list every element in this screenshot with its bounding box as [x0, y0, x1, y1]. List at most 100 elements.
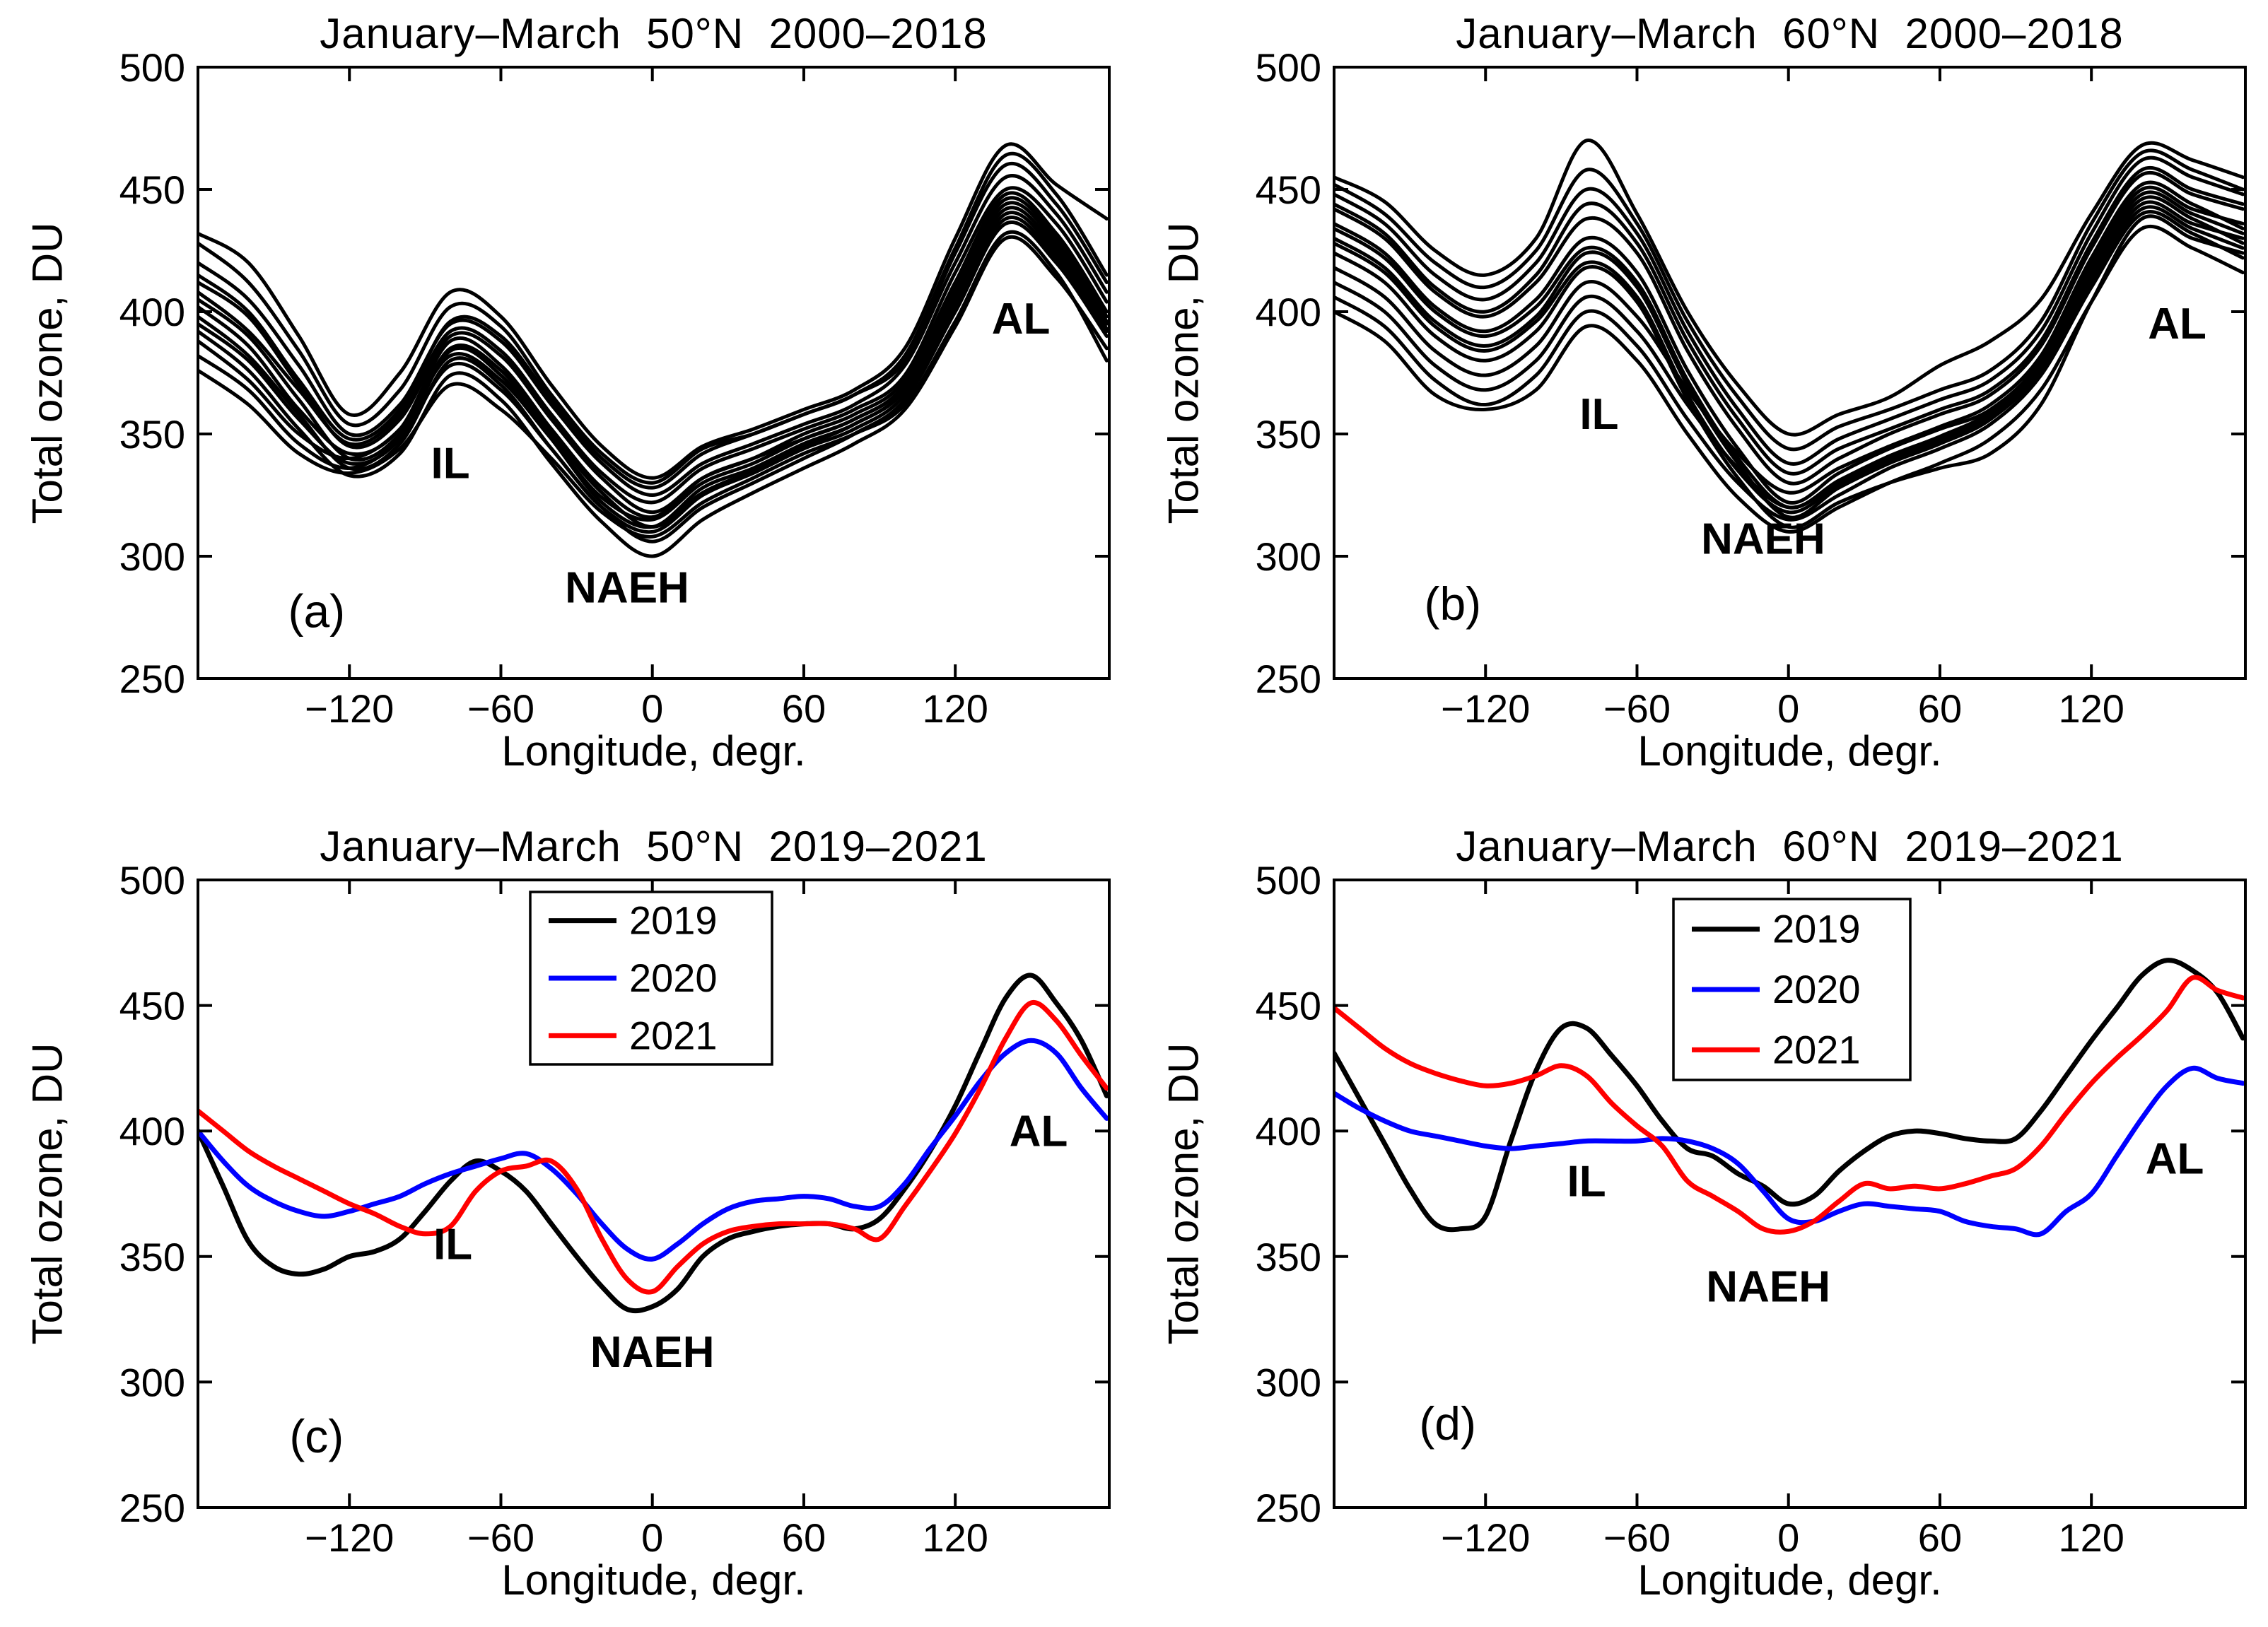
panel-a-letter: (a) [288, 585, 345, 637]
panel-c-group: IL NAEH AL (c) −120 −60 0 60 120 250 300 350 400 450 5… [119, 858, 1111, 1560]
series-2019-line [1334, 958, 2245, 1233]
x-tick-label: −120 [305, 1515, 394, 1560]
x-tick-label: −60 [1603, 686, 1671, 731]
series-a-member-10-line [198, 161, 1109, 490]
series-a-member-2-line [198, 191, 1109, 515]
series-b-member-6-line [1334, 180, 2245, 495]
y-tick-label: 400 [119, 1109, 185, 1153]
panel-d-title: January–March 60°N 2019–2021 [1456, 823, 2124, 870]
panel-d-curves [1334, 958, 2245, 1238]
y-tick-label: 300 [119, 534, 185, 579]
annotation-il: IL [431, 439, 470, 488]
series-b-member-2-line [1334, 170, 2245, 486]
series-b-member-12-line [1334, 166, 2245, 476]
series-a-member-5-line [198, 235, 1109, 558]
series-a-member-13-line [198, 151, 1109, 485]
x-tick-label: 0 [641, 686, 663, 731]
y-tick-label: 500 [1256, 858, 1321, 903]
series-2020-line [198, 1038, 1109, 1262]
legend-label-2021: 2021 [1772, 1027, 1861, 1071]
y-tick-label: 450 [1256, 984, 1321, 1028]
y-tick-label: 250 [119, 1486, 185, 1530]
legend-label-2020: 2020 [629, 956, 718, 1000]
x-tick-label: −60 [1603, 1515, 1671, 1560]
y-tick-label: 300 [1256, 534, 1321, 579]
series-b-member-4-line [1334, 200, 2245, 519]
panel-a-group: IL NAEH AL (a) −120 −60 0 60 120 250 300 350 400 450 5… [119, 45, 1111, 731]
legend-label-2019: 2019 [1772, 907, 1861, 951]
series-b-member-13-line [1334, 190, 2245, 510]
x-tick-label: −60 [467, 1515, 534, 1560]
annotation-al: AL [992, 295, 1051, 343]
x-tick-label: 0 [641, 1515, 663, 1560]
y-tick-label: 450 [119, 168, 185, 212]
y-tick-label: 350 [119, 1235, 185, 1279]
y-tick-label: 350 [119, 412, 185, 457]
x-tick-label: −60 [467, 686, 534, 731]
legend-label-2021: 2021 [629, 1013, 718, 1057]
panel-c-title: January–March 50°N 2019–2021 [320, 823, 988, 870]
annotation-il: IL [1567, 1158, 1606, 1206]
y-tick-label: 300 [1256, 1360, 1321, 1404]
series-b-member-10-line [1334, 148, 2245, 452]
y-tick-label: 250 [119, 657, 185, 701]
series-2021-line [1334, 975, 2245, 1235]
x-tick-label: 120 [2058, 1515, 2124, 1560]
x-tick-label: 0 [1777, 686, 1799, 731]
y-tick-label: 400 [1256, 290, 1321, 334]
y-tick-label: 400 [119, 290, 185, 334]
series-b-member-0-line [1334, 139, 2245, 437]
panel-b-group: IL NAEH AL (b) −120 −60 0 60 120 250 300 350 400 450 5… [1256, 45, 2247, 731]
series-a-member-11-line [198, 211, 1109, 529]
annotation-naeh: NAEH [1701, 515, 1825, 564]
series-2021-line [198, 999, 1109, 1295]
series-a-member-8-line [198, 230, 1109, 539]
y-tick-label: 300 [119, 1360, 185, 1404]
x-tick-label: 60 [1918, 1515, 1962, 1560]
y-tick-label: 450 [119, 984, 185, 1028]
y-tick-label: 500 [119, 45, 185, 90]
legend-label-2019: 2019 [629, 898, 718, 943]
x-tick-label: 60 [782, 686, 826, 731]
series-b-member-9-line [1334, 224, 2245, 534]
panel-c-xlabel: Longitude, degr. [501, 1556, 806, 1604]
annotation-al: AL [1010, 1108, 1068, 1156]
panel-c-ylabel: Total ozone, DU [23, 1042, 71, 1345]
panel-d-xlabel: Longitude, degr. [1637, 1556, 1942, 1604]
x-tick-label: 60 [1918, 686, 1962, 731]
legend-label-2020: 2020 [1772, 967, 1861, 1011]
annotation-il: IL [433, 1220, 472, 1269]
annotation-al: AL [2146, 1135, 2204, 1184]
panel-b-title: January–March 60°N 2000–2018 [1456, 10, 2124, 57]
panel-a-ylabel: Total ozone, DU [23, 222, 71, 524]
annotation-naeh: NAEH [565, 564, 689, 613]
series-a-member-6-line [198, 201, 1109, 522]
series-a-member-12-line [198, 196, 1109, 519]
x-tick-label: −120 [1441, 686, 1530, 731]
y-tick-label: 450 [1256, 168, 1321, 212]
y-tick-label: 250 [1256, 1486, 1321, 1530]
x-tick-label: 120 [2058, 686, 2124, 731]
series-a-member-1-line [198, 174, 1109, 497]
series-a-member-9-line [198, 186, 1109, 505]
legend: 2019 2020 2021 [529, 891, 773, 1066]
panel-d-ylabel: Total ozone, DU [1159, 1042, 1208, 1345]
series-a-member-0-line [198, 142, 1109, 480]
series-2019-line [198, 973, 1109, 1314]
y-tick-label: 350 [1256, 412, 1321, 457]
series-b-member-3-line [1334, 185, 2245, 505]
series-b-member-11-line [1334, 205, 2245, 515]
x-tick-label: 120 [922, 1515, 988, 1560]
annotation-il: IL [1579, 390, 1618, 439]
panel-c-curves [198, 973, 1109, 1314]
panel-b-xlabel: Longitude, degr. [1637, 727, 1942, 775]
x-tick-label: 0 [1777, 1515, 1799, 1560]
x-tick-label: −120 [1441, 1515, 1530, 1560]
legend: 2019 2020 2021 [1672, 898, 1912, 1081]
annotation-naeh: NAEH [590, 1328, 715, 1377]
x-tick-label: −120 [305, 686, 394, 731]
y-tick-label: 500 [119, 858, 185, 903]
panel-a-curves [198, 142, 1109, 558]
